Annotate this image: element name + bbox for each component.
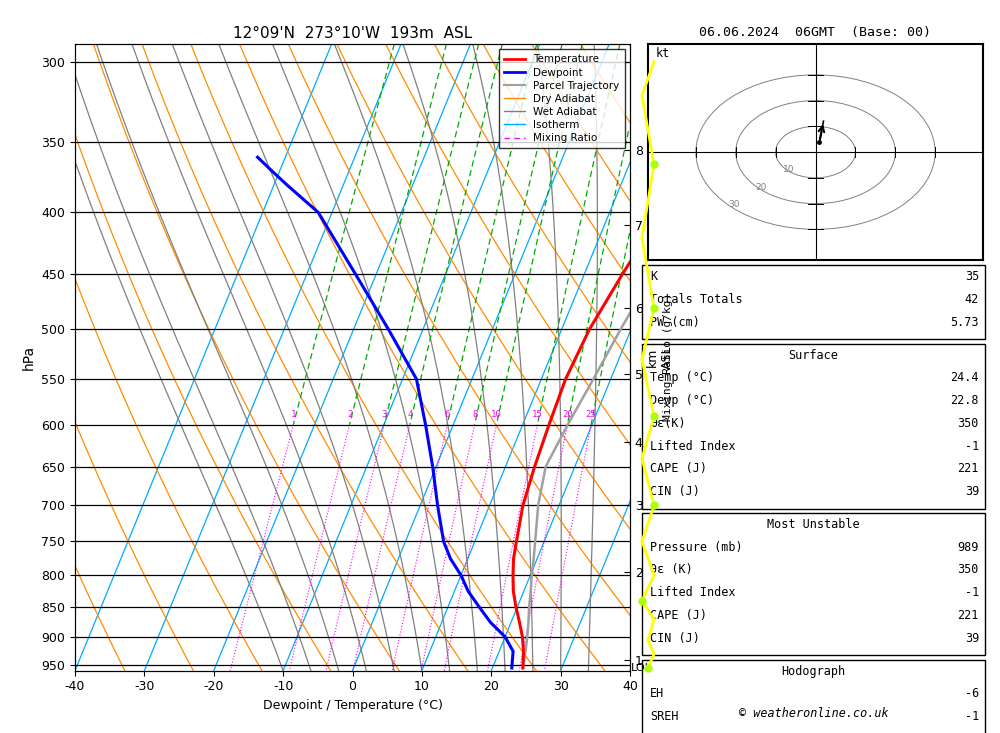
Text: 10: 10 xyxy=(491,410,502,419)
Text: 06.06.2024  06GMT  (Base: 00): 06.06.2024 06GMT (Base: 00) xyxy=(699,26,931,39)
Text: 221: 221 xyxy=(958,609,979,622)
Text: θε(K): θε(K) xyxy=(650,417,686,430)
X-axis label: Dewpoint / Temperature (°C): Dewpoint / Temperature (°C) xyxy=(263,699,442,712)
Text: 42: 42 xyxy=(965,293,979,306)
Text: PW (cm): PW (cm) xyxy=(650,316,700,328)
Text: 15: 15 xyxy=(532,410,543,419)
Text: -1: -1 xyxy=(965,586,979,599)
Text: 2: 2 xyxy=(347,410,352,419)
Text: CAPE (J): CAPE (J) xyxy=(650,463,707,475)
Y-axis label: hPa: hPa xyxy=(22,345,36,370)
Text: Lifted Index: Lifted Index xyxy=(650,440,736,452)
Text: Lifted Index: Lifted Index xyxy=(650,586,736,599)
Text: 24.4: 24.4 xyxy=(950,372,979,384)
Text: Dewp (°C): Dewp (°C) xyxy=(650,394,714,407)
Text: Temp (°C): Temp (°C) xyxy=(650,372,714,384)
Text: -1: -1 xyxy=(965,440,979,452)
Y-axis label: km
ASL: km ASL xyxy=(646,345,674,369)
Text: CIN (J): CIN (J) xyxy=(650,485,700,498)
Text: kt: kt xyxy=(656,47,670,60)
Legend: Temperature, Dewpoint, Parcel Trajectory, Dry Adiabat, Wet Adiabat, Isotherm, Mi: Temperature, Dewpoint, Parcel Trajectory… xyxy=(499,49,625,148)
Text: Totals Totals: Totals Totals xyxy=(650,293,743,306)
Text: 350: 350 xyxy=(958,564,979,576)
Text: LOL: LOL xyxy=(631,663,652,673)
Text: K: K xyxy=(650,270,657,283)
Text: -1: -1 xyxy=(965,710,979,723)
Text: 8: 8 xyxy=(472,410,477,419)
Text: 22.8: 22.8 xyxy=(950,394,979,407)
Text: SREH: SREH xyxy=(650,710,678,723)
Text: © weatheronline.co.uk: © weatheronline.co.uk xyxy=(739,707,888,720)
Text: 10: 10 xyxy=(783,165,794,174)
Text: 6: 6 xyxy=(444,410,450,419)
Text: Most Unstable: Most Unstable xyxy=(767,518,860,531)
Text: 20: 20 xyxy=(756,183,767,191)
Text: Hodograph: Hodograph xyxy=(781,665,846,677)
Text: EH: EH xyxy=(650,688,664,700)
Text: θε (K): θε (K) xyxy=(650,564,693,576)
Text: 30: 30 xyxy=(728,200,740,209)
Text: 3: 3 xyxy=(382,410,387,419)
Text: Mixing Ratio (g/kg): Mixing Ratio (g/kg) xyxy=(663,293,673,421)
Text: 4: 4 xyxy=(407,410,413,419)
Text: 39: 39 xyxy=(965,632,979,644)
Text: CAPE (J): CAPE (J) xyxy=(650,609,707,622)
Text: CIN (J): CIN (J) xyxy=(650,632,700,644)
Text: 25: 25 xyxy=(586,410,597,419)
Text: Pressure (mb): Pressure (mb) xyxy=(650,541,743,553)
Text: 989: 989 xyxy=(958,541,979,553)
Text: 20: 20 xyxy=(562,410,573,419)
Text: Surface: Surface xyxy=(789,349,838,361)
Text: 1: 1 xyxy=(291,410,296,419)
Text: 5.73: 5.73 xyxy=(950,316,979,328)
Text: 350: 350 xyxy=(958,417,979,430)
Text: -6: -6 xyxy=(965,688,979,700)
Title: 12°09'N  273°10'W  193m  ASL: 12°09'N 273°10'W 193m ASL xyxy=(233,26,472,42)
Text: 35: 35 xyxy=(965,270,979,283)
Text: 221: 221 xyxy=(958,463,979,475)
Text: 39: 39 xyxy=(965,485,979,498)
